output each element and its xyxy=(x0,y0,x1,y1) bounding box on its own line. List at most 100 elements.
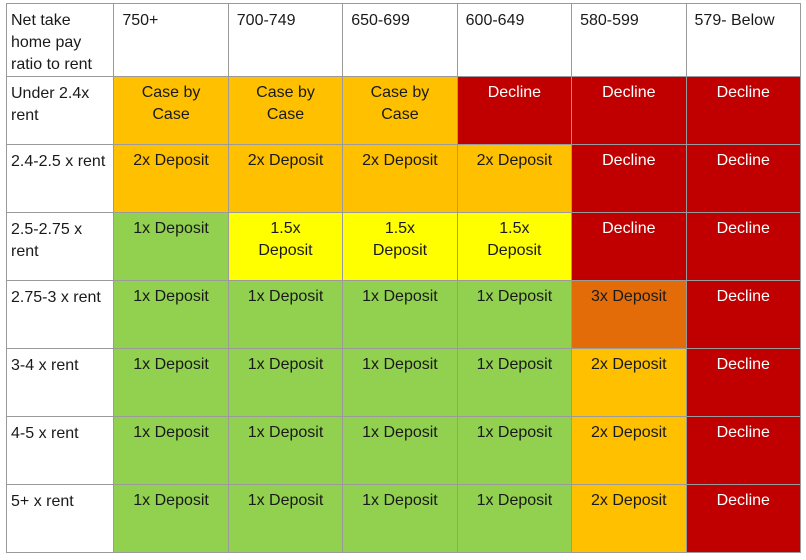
corner-header: Net take home pay ratio to rent xyxy=(5,3,115,77)
matrix-cell: Decline xyxy=(685,280,802,349)
cell-text: 1x Deposit xyxy=(362,288,438,305)
cell-text: Case by Case xyxy=(141,84,201,123)
cell-text: 1x Deposit xyxy=(133,288,209,305)
cell-text: 1.5x Deposit xyxy=(372,220,428,259)
matrix-cell: 2x Deposit xyxy=(227,144,344,213)
matrix-cell: 1x Deposit xyxy=(113,484,229,553)
row-label: 2.5-2.75 x rent xyxy=(5,212,115,281)
matrix-cell: Decline xyxy=(571,212,687,281)
cell-text: 1x Deposit xyxy=(362,356,438,373)
matrix-cell: 2x Deposit xyxy=(456,144,573,213)
matrix-cell: 2x Deposit xyxy=(342,144,458,213)
row-label: 2.4-2.5 x rent xyxy=(5,144,115,213)
matrix-cell: 2x Deposit xyxy=(571,348,687,417)
matrix-cell: 1x Deposit xyxy=(113,348,229,417)
cell-text: 2x Deposit xyxy=(247,152,324,169)
matrix-cell: 1x Deposit xyxy=(113,416,229,485)
cell-text: 1x Deposit xyxy=(247,492,324,509)
header-row: Net take home pay ratio to rent 750+ 700… xyxy=(5,3,802,77)
matrix-cell: 1x Deposit xyxy=(113,280,229,349)
cell-text: Decline xyxy=(487,84,542,101)
row-label: 3-4 x rent xyxy=(5,348,115,417)
cell-text: 1.5x Deposit xyxy=(487,220,542,259)
row-label: Under 2.4x rent xyxy=(5,76,115,145)
cell-text: Case by Case xyxy=(256,84,315,123)
matrix-cell: 1.5x Deposit xyxy=(227,212,344,281)
matrix-cell: 1x Deposit xyxy=(227,280,344,349)
matrix-cell: Case by Case xyxy=(342,76,458,145)
matrix-cell: 1x Deposit xyxy=(342,484,458,553)
cell-text: 1x Deposit xyxy=(476,424,553,441)
matrix-cell: 1x Deposit xyxy=(113,212,229,281)
matrix-cell: Decline xyxy=(571,76,687,145)
cell-text: 1x Deposit xyxy=(133,492,209,509)
matrix-cell: Decline xyxy=(571,144,687,213)
matrix-cell: Decline xyxy=(685,76,802,145)
cell-text: 2x Deposit xyxy=(476,152,553,169)
cell-text: 1x Deposit xyxy=(247,288,324,305)
cell-text: Decline xyxy=(716,356,770,373)
cell-text: Decline xyxy=(602,84,656,101)
matrix-cell: 2x Deposit xyxy=(571,484,687,553)
row-label: 4-5 x rent xyxy=(5,416,115,485)
matrix-cell: 1.5x Deposit xyxy=(456,212,573,281)
matrix-cell: 1x Deposit xyxy=(342,348,458,417)
cell-text: 2x Deposit xyxy=(591,492,667,509)
score-header: 700-749 xyxy=(227,3,344,77)
cell-text: 1x Deposit xyxy=(362,424,438,441)
matrix-cell: 1x Deposit xyxy=(456,280,573,349)
matrix-cell: 1.5x Deposit xyxy=(342,212,458,281)
table-row: 2.4-2.5 x rent 2x Deposit 2x Deposit 2x Dep… xyxy=(5,144,802,213)
cell-text: 1x Deposit xyxy=(133,424,209,441)
cell-text: 1x Deposit xyxy=(476,356,553,373)
matrix-cell: 2x Deposit xyxy=(571,416,687,485)
table-row: 2.75-3 x rent 1x Deposit 1x Deposit 1x Depo… xyxy=(5,280,802,349)
row-label: 2.75-3 x rent xyxy=(5,280,115,349)
matrix-cell: 1x Deposit xyxy=(456,348,573,417)
cell-text: 2x Deposit xyxy=(591,356,667,373)
row-label: 5+ x rent xyxy=(5,484,115,553)
score-header: 600-649 xyxy=(456,3,573,77)
score-header: 580-599 xyxy=(571,3,687,77)
table-row: 3-4 x rent 1x Deposit 1x Deposit 1x Deposit… xyxy=(5,348,802,417)
cell-text: Decline xyxy=(716,288,770,305)
matrix-cell: 1x Deposit xyxy=(456,484,573,553)
matrix-cell: Decline xyxy=(685,212,802,281)
matrix-cell: Decline xyxy=(685,348,802,417)
cell-text: Decline xyxy=(716,84,770,101)
table-row: 5+ x rent 1x Deposit 1x Deposit 1x Deposit 1… xyxy=(5,484,802,553)
matrix-cell: Decline xyxy=(685,416,802,485)
cell-text: 1x Deposit xyxy=(133,220,209,237)
cell-text: 3x Deposit xyxy=(591,288,667,305)
deposit-matrix-table: Net take home pay ratio to rent 750+ 700… xyxy=(5,3,802,553)
matrix-cell: Case by Case xyxy=(113,76,229,145)
matrix-cell: Decline xyxy=(685,144,802,213)
cell-text: 1x Deposit xyxy=(247,424,324,441)
cell-text: 2x Deposit xyxy=(362,152,438,169)
matrix-cell: 3x Deposit xyxy=(571,280,687,349)
matrix-cell: 1x Deposit xyxy=(456,416,573,485)
cell-text: Decline xyxy=(716,220,770,237)
table-row: 4-5 x rent 1x Deposit 1x Deposit 1x Deposit… xyxy=(5,416,802,485)
score-header: 650-699 xyxy=(342,3,458,77)
matrix-cell: Case by Case xyxy=(227,76,344,145)
cell-text: Decline xyxy=(716,424,770,441)
matrix-cell: Decline xyxy=(685,484,802,553)
cell-text: 2x Deposit xyxy=(133,152,209,169)
cell-text: Decline xyxy=(716,152,770,169)
matrix-cell: Decline xyxy=(456,76,573,145)
matrix-cell: 1x Deposit xyxy=(227,416,344,485)
matrix-cell: 1x Deposit xyxy=(227,348,344,417)
cell-text: 1x Deposit xyxy=(247,356,324,373)
matrix-cell: 2x Deposit xyxy=(113,144,229,213)
score-header: 750+ xyxy=(113,3,229,77)
cell-text: 1x Deposit xyxy=(476,288,553,305)
cell-text: Decline xyxy=(716,492,770,509)
cell-text: 1x Deposit xyxy=(133,356,209,373)
matrix-cell: 1x Deposit xyxy=(342,416,458,485)
cell-text: 1x Deposit xyxy=(476,492,553,509)
table-row: Under 2.4x rent Case by Case Case by Case C… xyxy=(5,76,802,145)
cell-text: Decline xyxy=(602,220,656,237)
cell-text: 2x Deposit xyxy=(591,424,667,441)
score-header: 579- Below xyxy=(685,3,802,77)
